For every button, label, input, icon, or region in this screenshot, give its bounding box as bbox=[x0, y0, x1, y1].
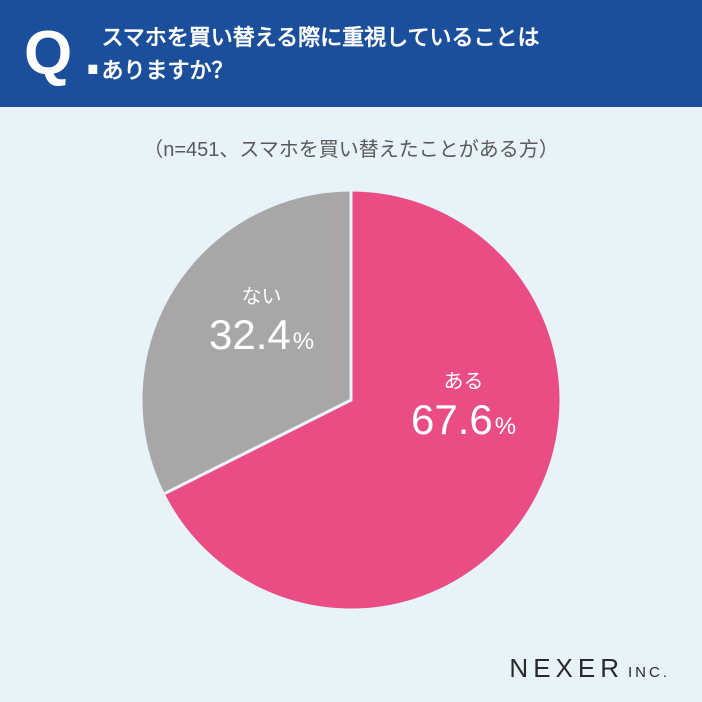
brand-footer: NEXERINC. bbox=[509, 653, 670, 684]
chart-body: （n=451、スマホを買い替えたことがある方） ある67.6%ない32.4% N… bbox=[0, 107, 702, 702]
question-text: スマホを買い替える際に重視していることはありますか？ bbox=[101, 21, 539, 87]
q-mark-block: Q. bbox=[24, 18, 101, 89]
infographic-container: Q. スマホを買い替える際に重視していることはありますか？ （n=451、スマホ… bbox=[0, 0, 702, 702]
brand-main: NEXER bbox=[509, 653, 624, 683]
pie-svg bbox=[131, 180, 571, 620]
pie-chart: ある67.6%ない32.4% bbox=[131, 180, 571, 620]
brand-sub: INC. bbox=[628, 664, 670, 681]
sample-subtitle: （n=451、スマホを買い替えたことがある方） bbox=[143, 133, 559, 162]
question-header: Q. スマホを買い替える際に重視していることはありますか？ bbox=[0, 0, 702, 107]
q-letter: Q bbox=[24, 19, 70, 88]
q-dot: . bbox=[84, 19, 101, 88]
